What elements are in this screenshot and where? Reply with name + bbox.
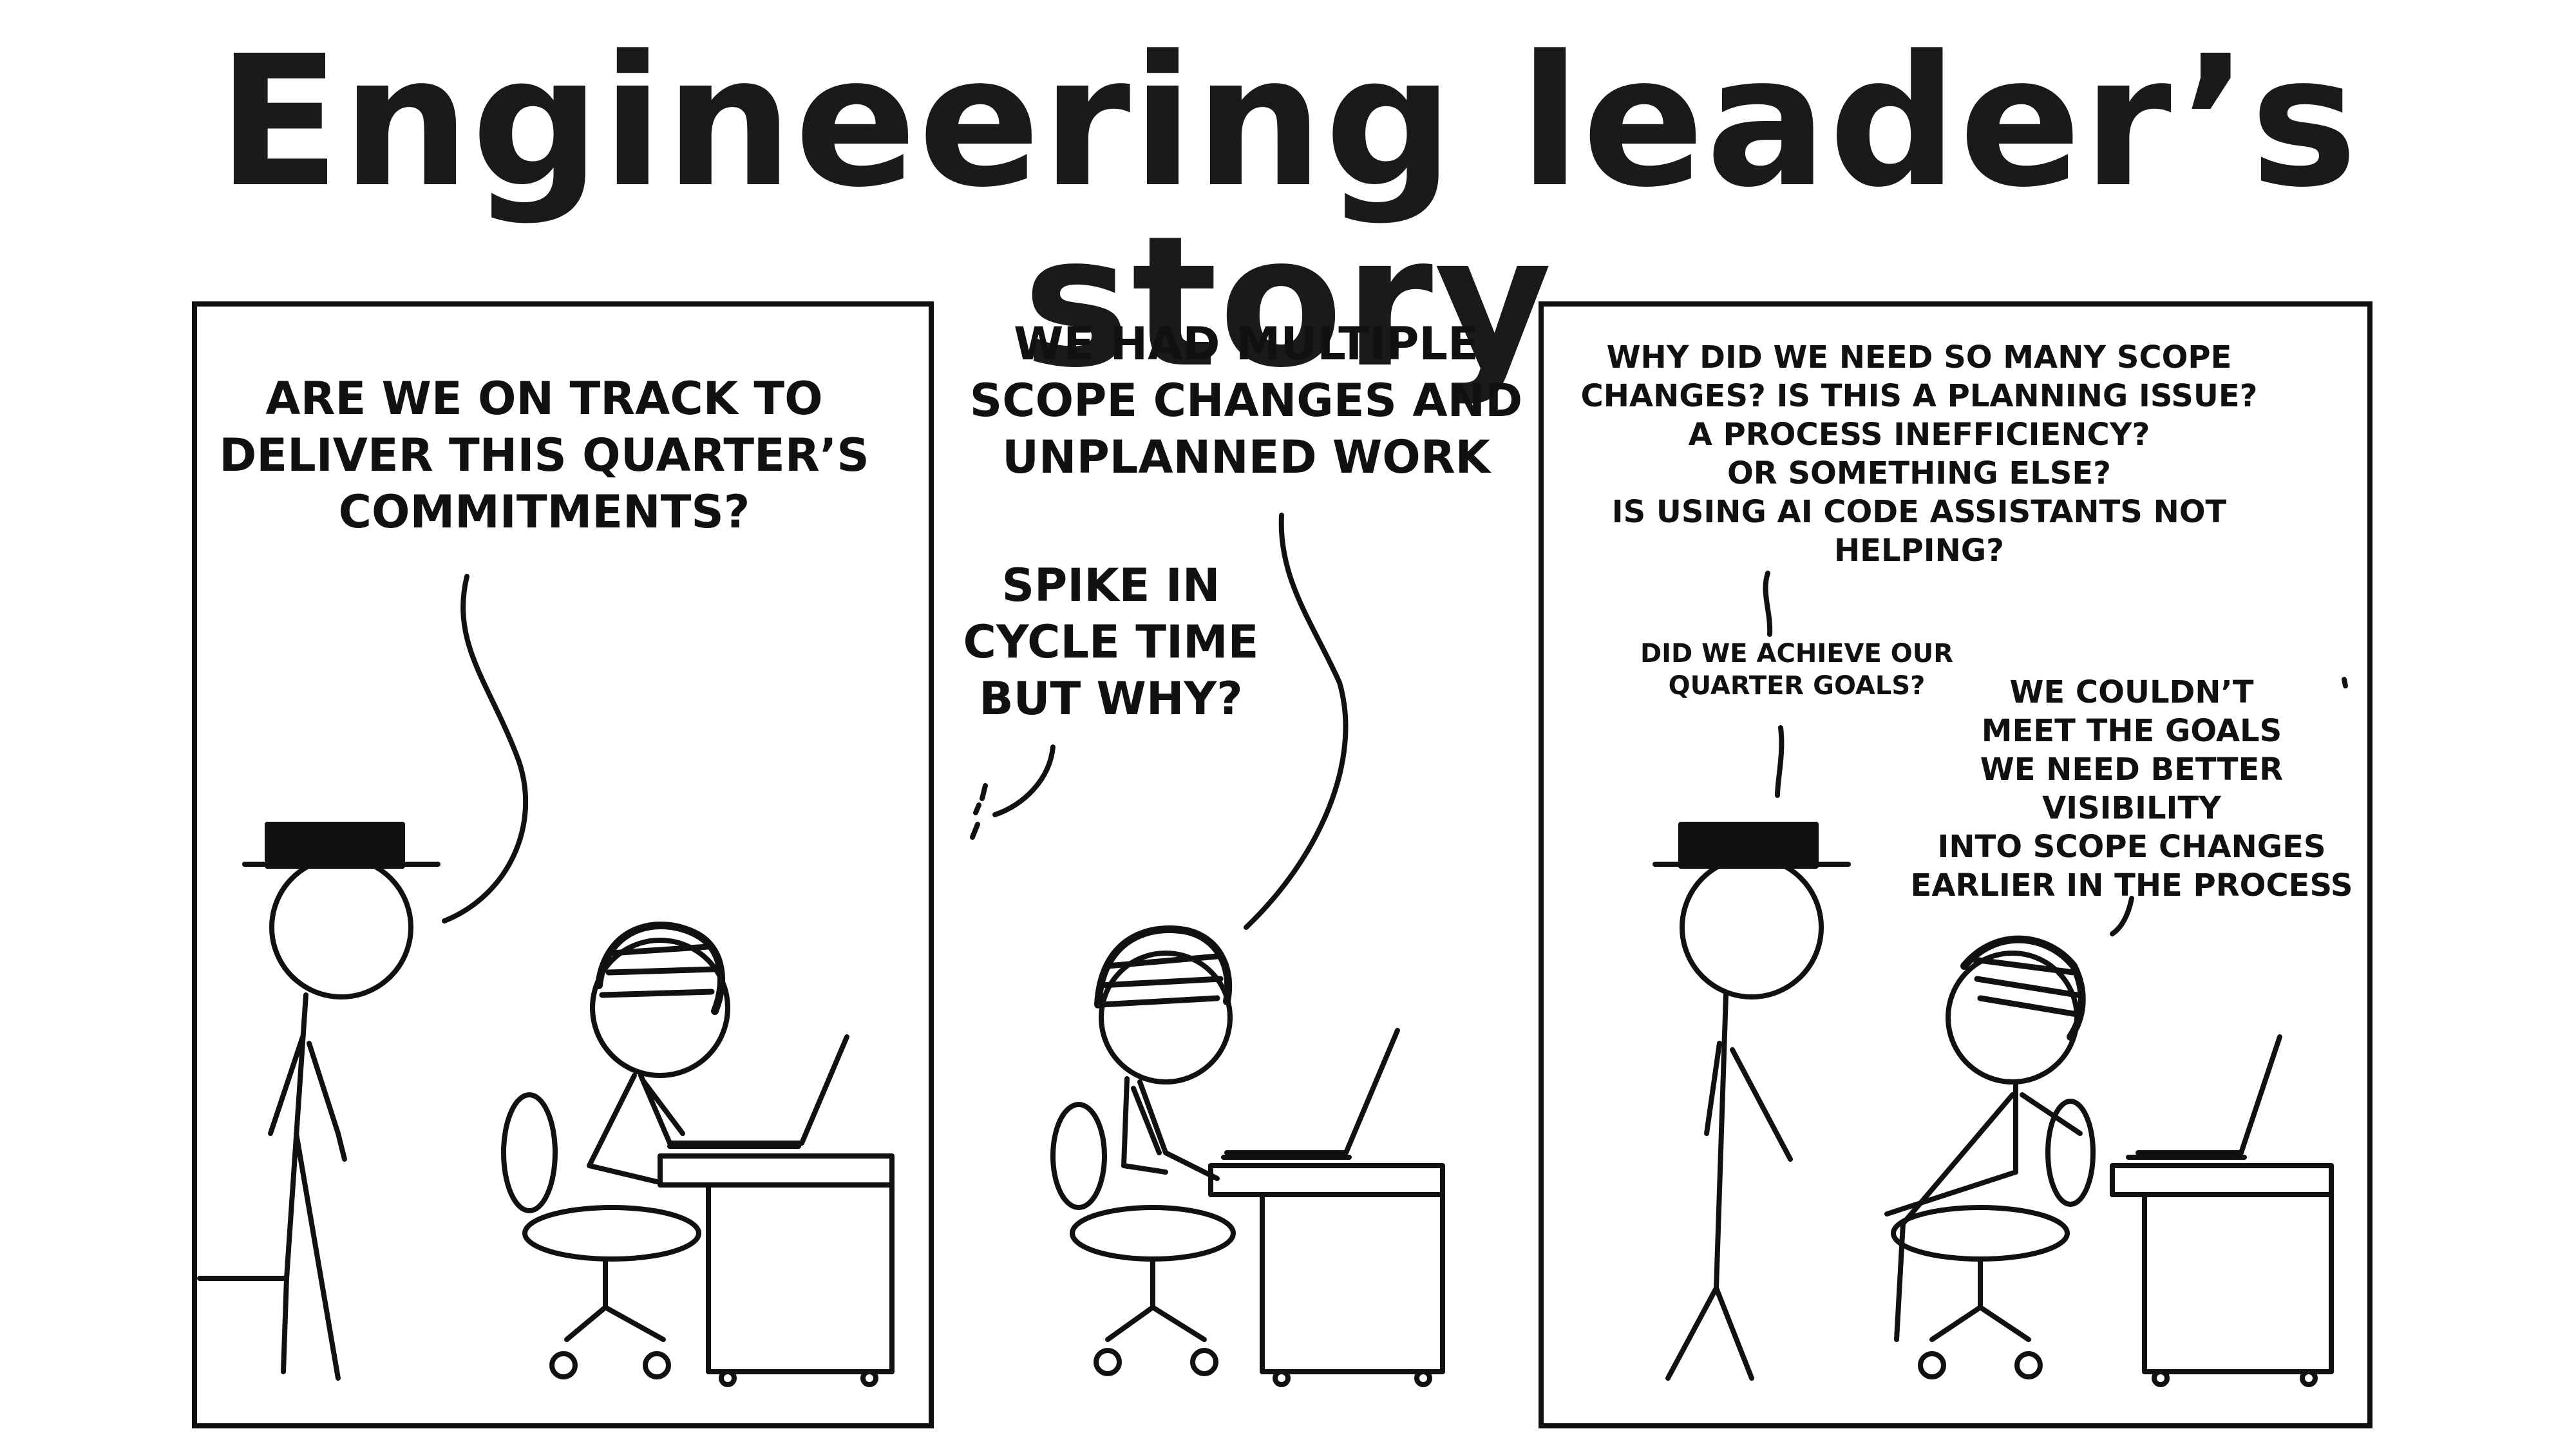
panel-2-art bbox=[970, 513, 1445, 1387]
panel-3-goals-answer-caption: WE COULDN’T MEET THE GOALS WE NEED BETTE… bbox=[1910, 674, 2353, 904]
panel-3-frame bbox=[1539, 301, 2372, 1428]
page-title: Engineering leader’s story bbox=[217, 17, 2359, 408]
panel-3-questions-caption: WHY DID WE NEED SO MANY SCOPE CHANGES? I… bbox=[1580, 339, 2258, 569]
panel-3-art bbox=[1653, 571, 2348, 1387]
panel-1-art bbox=[197, 574, 895, 1387]
panel-2-answer-caption: WE HAD MULTIPLE SCOPE CHANGES AND UNPLAN… bbox=[969, 317, 1523, 484]
panel-1-frame bbox=[192, 301, 934, 1428]
panel-1-question-caption: ARE WE ON TRACK TO DELIVER THIS QUARTER’… bbox=[219, 372, 869, 538]
panel-3-goals-question-caption: DID WE ACHIEVE OUR QUARTER GOALS? bbox=[1640, 639, 1954, 701]
panel-2-thought-caption: SPIKE IN CYCLE TIME BUT WHY? bbox=[963, 559, 1259, 725]
